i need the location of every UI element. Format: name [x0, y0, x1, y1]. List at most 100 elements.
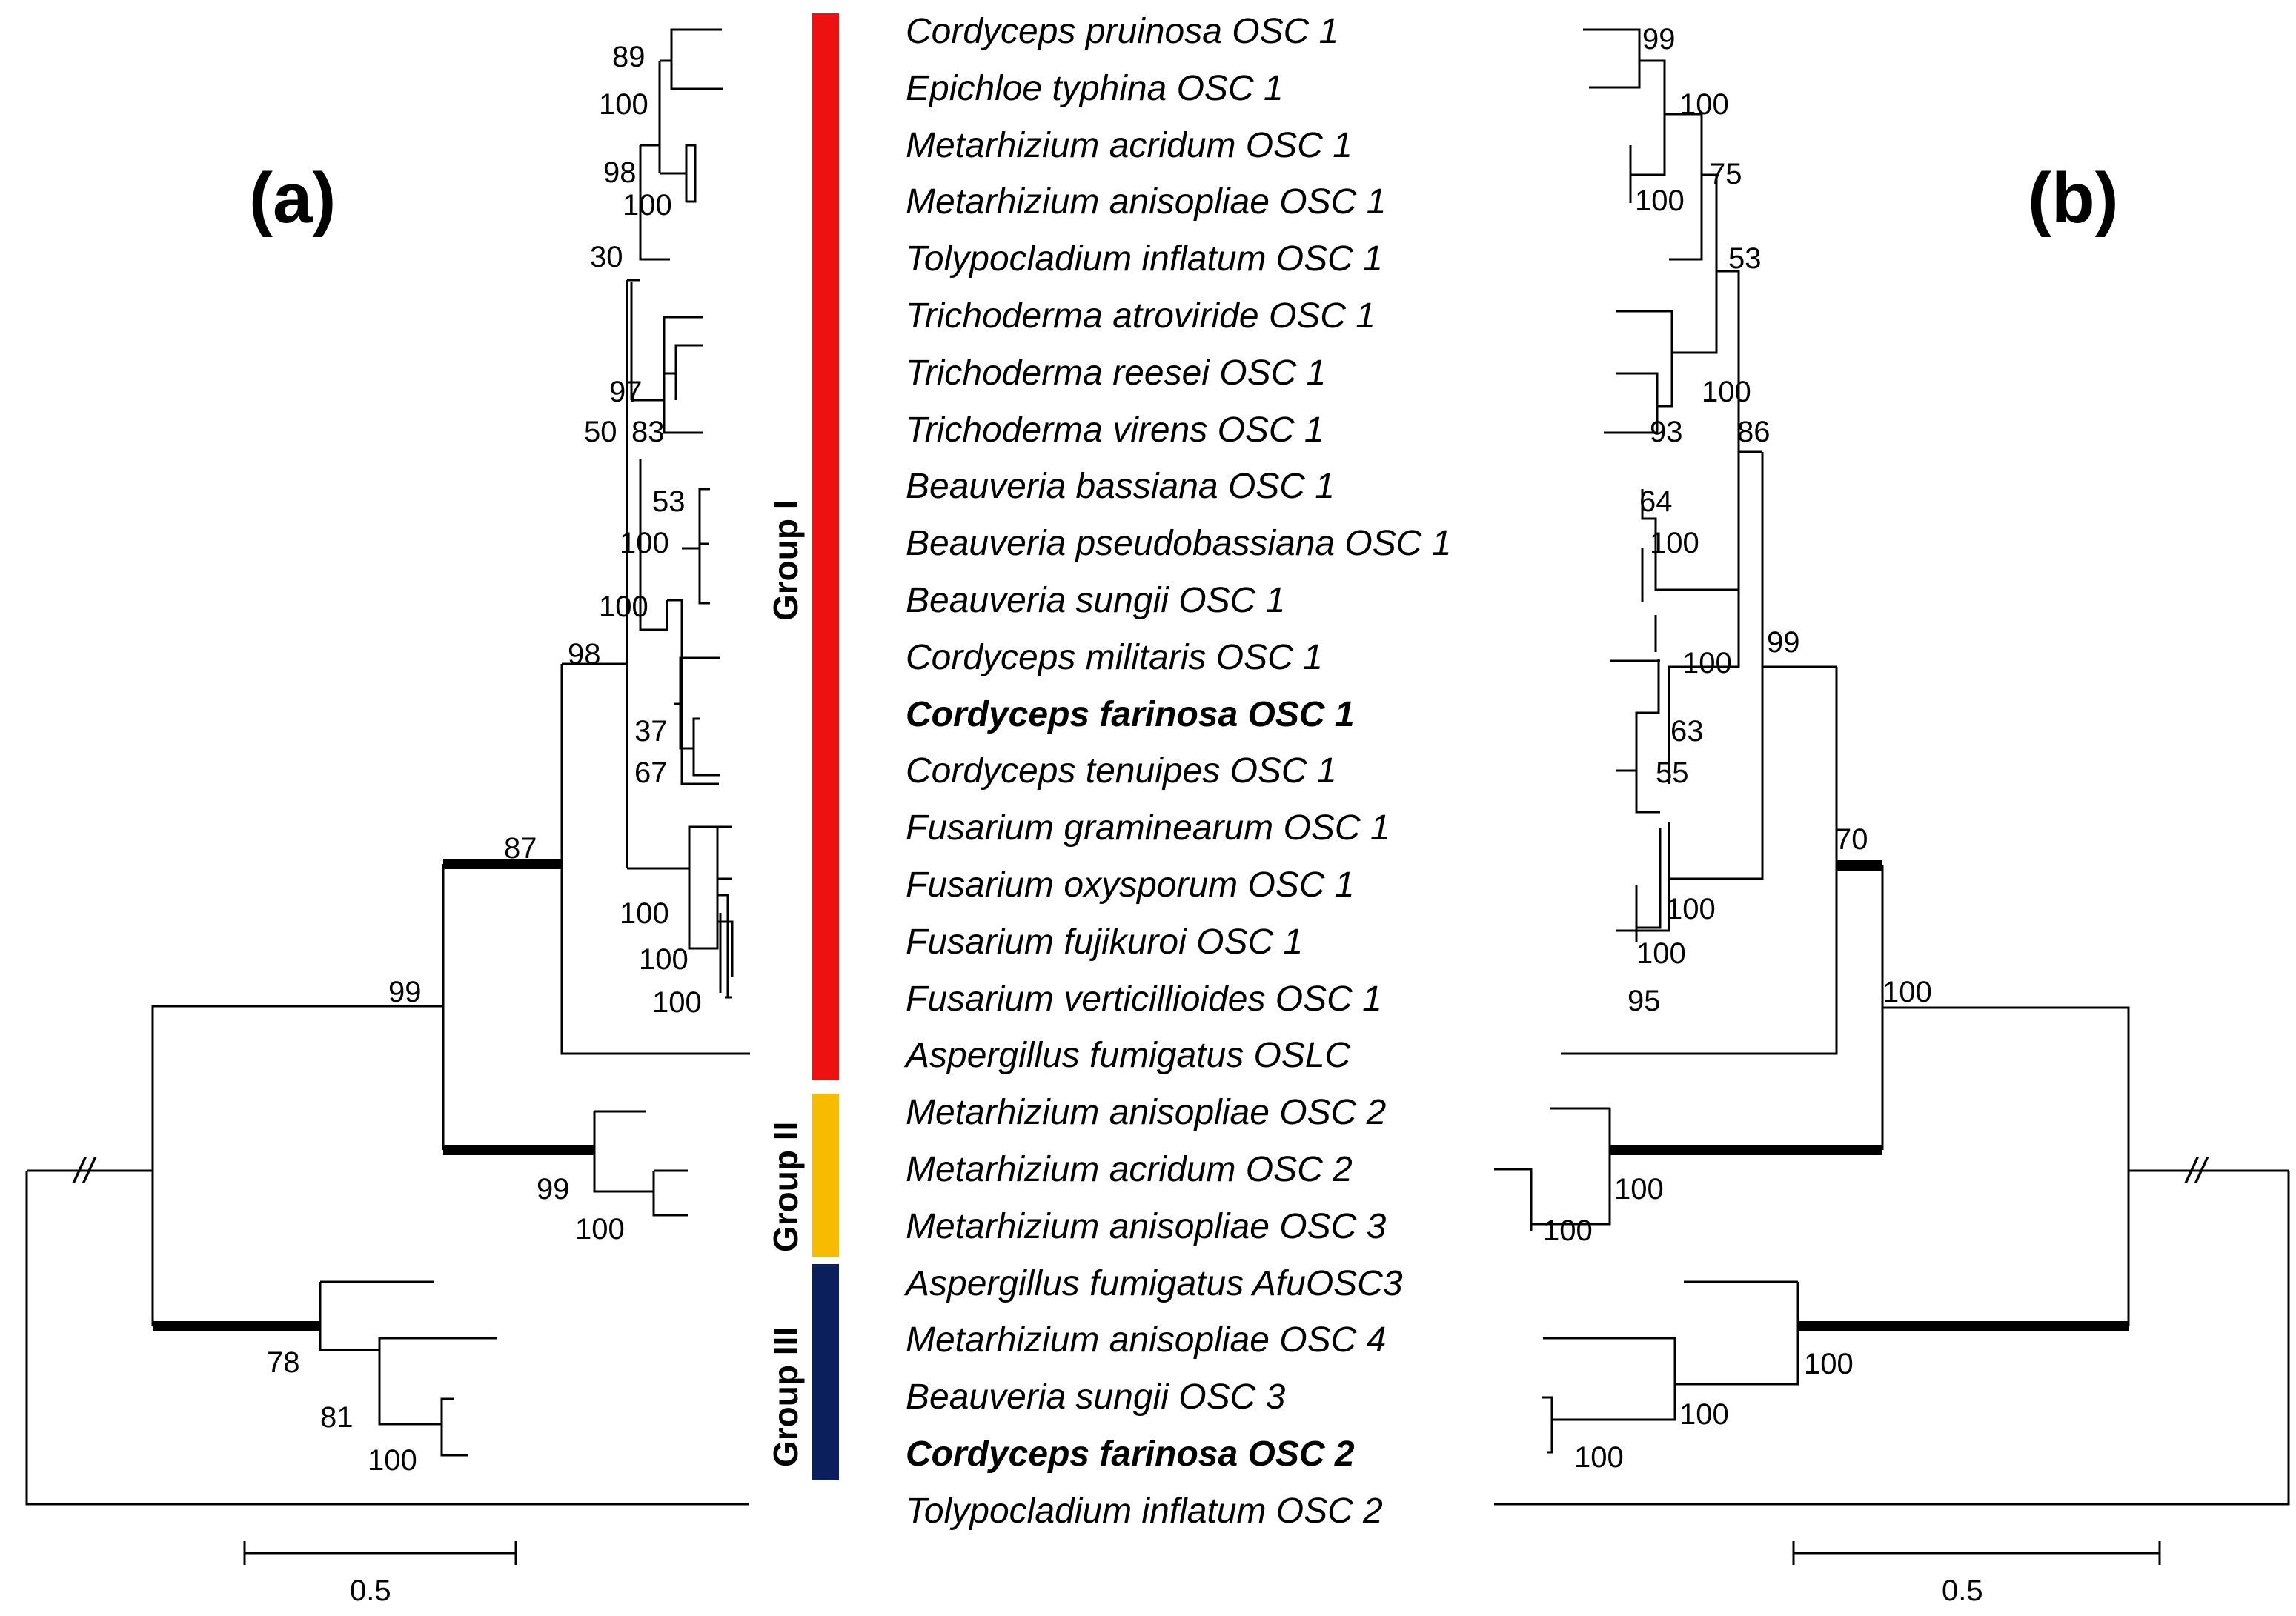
tree-b-branch — [1494, 1171, 2290, 1506]
bootstrap-value: 81 — [320, 1401, 354, 1434]
bootstrap-value: 63 — [1670, 715, 1704, 748]
bootstrap-value: 50 — [584, 416, 617, 448]
tree-b-branch — [1583, 28, 1762, 453]
taxon-label: Tolypocladium inflatum OSC 2 — [906, 1492, 1383, 1531]
tree-b-branch — [1494, 1107, 1611, 1231]
bootstrap-value: 89 — [612, 41, 646, 73]
tree-b-branch — [1882, 1006, 2289, 1326]
tree-b-branch — [1542, 1280, 1799, 1454]
tree-a-branch — [664, 344, 703, 400]
taxon-label: Metarhizium anisopliae OSC 3 — [906, 1207, 1387, 1246]
tree-a-branch — [630, 282, 703, 434]
tree-b-branch — [1669, 175, 1703, 261]
tree-a-branch — [27, 1005, 443, 1172]
bootstrap-value: 64 — [1639, 485, 1673, 518]
bootstrap-value: 87 — [504, 832, 537, 865]
tree-b-branch — [1604, 271, 1718, 434]
tree-a-branch — [674, 656, 720, 777]
tree-b-branch — [1641, 452, 1740, 652]
bootstrap-value: 100 — [1614, 1173, 1664, 1206]
bootstrap-value: 93 — [1650, 416, 1683, 448]
tree-b-branch — [1561, 667, 1838, 1055]
taxon-label: Fusarium fujikuroi OSC 1 — [906, 922, 1303, 962]
bootstrap-value: 100 — [639, 943, 689, 976]
bootstrap-value: 83 — [631, 416, 665, 448]
group-label-3: Group III — [766, 1327, 805, 1467]
break-mark-a: // — [72, 1151, 97, 1191]
taxon-label: Metarhizium anisopliae OSC 2 — [906, 1093, 1386, 1132]
panel-label-b: (b) — [2028, 159, 2119, 238]
taxon-label: Metarhizium anisopliae OSC 4 — [906, 1320, 1386, 1360]
group-label-2: Group II — [766, 1122, 805, 1252]
scale-bar-b: 0.5 — [1792, 1541, 2161, 1607]
taxon-label: Trichoderma reesei OSC 1 — [906, 353, 1326, 393]
taxon-label: Cordyceps tenuipes OSC 1 — [906, 751, 1337, 791]
scale-bar-a-line — [243, 1541, 517, 1565]
tree-a-branch — [660, 144, 697, 203]
tree-a-branch — [639, 459, 719, 785]
taxon-label: Beauveria sungii OSC 3 — [906, 1377, 1286, 1417]
tree-a-branch — [593, 1110, 688, 1217]
taxon-label: Cordyceps militaris OSC 1 — [906, 638, 1323, 677]
bootstrap-value: 100 — [575, 1213, 625, 1246]
bootstrap-value: 75 — [1709, 158, 1742, 190]
panel-label-a: (a) — [249, 159, 336, 238]
bootstrap-value: 99 — [1767, 626, 1800, 659]
group-bar-3 — [812, 1264, 839, 1480]
bootstrap-value: 100 — [1666, 893, 1716, 925]
bootstrap-value: 67 — [634, 757, 668, 789]
bootstrap-value: 86 — [1737, 416, 1771, 448]
taxon-label: Metarhizium anisopliae OSC 1 — [906, 182, 1386, 222]
bootstrap-value: 100 — [368, 1444, 417, 1477]
bootstrap-value: 98 — [568, 638, 601, 671]
tree-a-branch — [639, 144, 670, 261]
taxa-labels: Cordyceps pruinosa OSC 1 Epichloe typhina… — [903, 12, 1451, 1531]
break-mark-b: // — [2184, 1151, 2209, 1191]
tree-b-branch — [1610, 590, 1740, 784]
taxon-label: Beauveria sungii OSC 1 — [906, 581, 1285, 620]
bootstrap-value: 53 — [1728, 242, 1762, 275]
group-bars: Group I Group II Group III — [766, 13, 839, 1480]
tree-b-branch — [1616, 879, 1670, 932]
scale-bar-b-line — [1792, 1541, 2161, 1565]
bootstrap-value: 30 — [590, 241, 623, 273]
bootstrap-value: 100 — [1679, 1398, 1729, 1431]
taxon-label: Cordyceps pruinosa OSC 1 — [906, 12, 1338, 51]
taxon-label: Cordyceps farinosa OSC 1 — [906, 695, 1355, 734]
taxon-label: Beauveria bassiana OSC 1 — [906, 467, 1335, 506]
taxon-label: Epichloe typhina OSC 1 — [906, 69, 1284, 108]
bootstrap-value: 78 — [267, 1346, 300, 1379]
bootstrap-value: 100 — [1650, 527, 1699, 559]
tree-a-branch — [717, 920, 734, 999]
tree-b: // — [1494, 28, 2290, 1506]
bootstrap-value: 100 — [1543, 1214, 1593, 1247]
tree-b-branch — [1635, 771, 1660, 814]
bootstrap-value: 100 — [599, 88, 648, 121]
bootstrap-value: 53 — [652, 485, 686, 518]
bootstrap-value: 100 — [1679, 88, 1729, 121]
taxon-label: Aspergillus fumigatus AfuOSC3 — [903, 1264, 1403, 1303]
bootstrap-value: 100 — [1882, 976, 1932, 1008]
bootstrap-value: 100 — [1804, 1348, 1854, 1380]
bootstrap-value: 100 — [652, 986, 702, 1019]
tree-a-branch — [660, 28, 723, 90]
bootstrap-value: 97 — [609, 376, 643, 408]
group-bar-2 — [812, 1094, 839, 1257]
bootstrap-value: 95 — [1628, 985, 1661, 1017]
bootstrap-value: 100 — [1635, 184, 1685, 217]
tree-b-branch — [1668, 665, 1837, 925]
scale-bar-a: 0.5 — [243, 1541, 517, 1607]
bootstrap-value: 99 — [537, 1173, 570, 1206]
taxon-label: Metarhizium acridum OSC 1 — [906, 126, 1353, 165]
bootstrap-value: 99 — [1642, 23, 1676, 56]
tree-a-branch — [682, 488, 710, 605]
scale-bar-a-label: 0.5 — [350, 1575, 391, 1607]
bootstrap-value: 100 — [1682, 647, 1732, 679]
bootstrap-value: 100 — [620, 897, 669, 930]
tree-a-branch — [25, 1171, 749, 1506]
taxon-label: Metarhizium acridum OSC 2 — [906, 1150, 1353, 1189]
